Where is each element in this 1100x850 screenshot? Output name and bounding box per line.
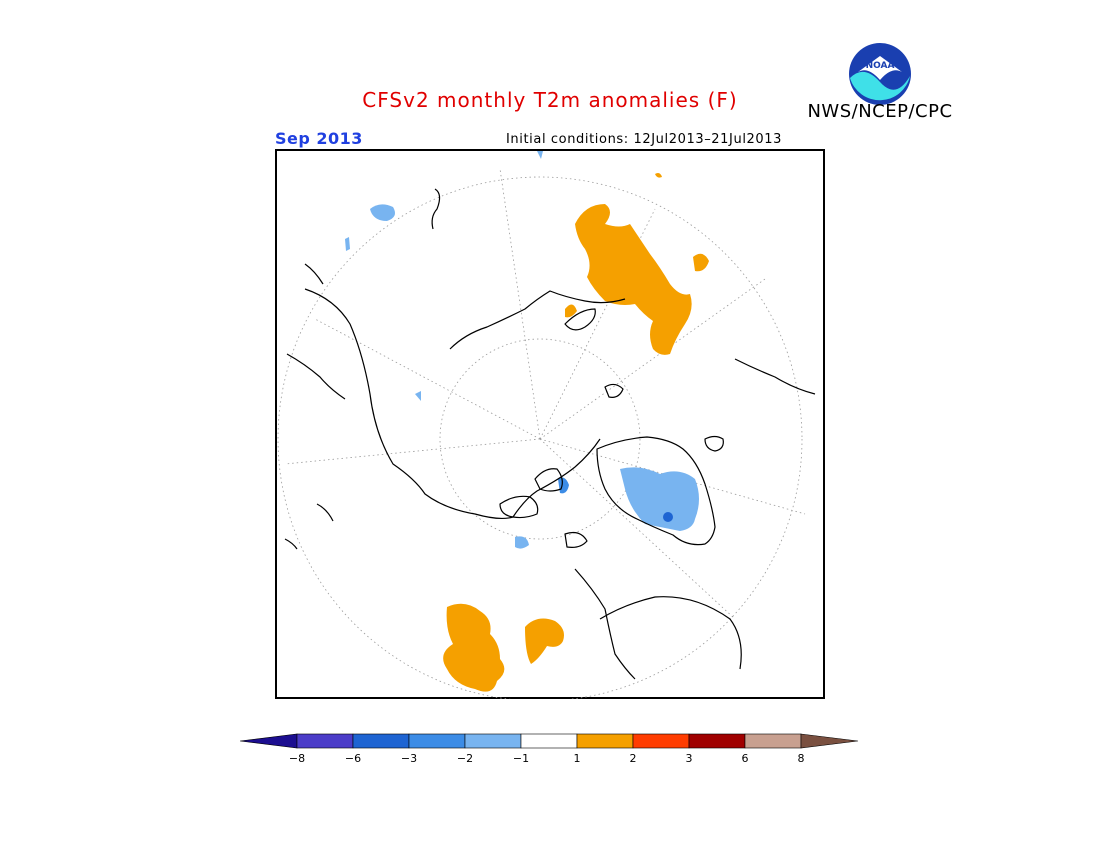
initial-conditions: Initial conditions: 12Jul2013–21Jul2013 xyxy=(506,132,783,147)
polar-map xyxy=(275,149,825,699)
cool-anomaly-regions xyxy=(345,151,699,549)
legend-swatch xyxy=(744,733,802,749)
legend-arrow-low xyxy=(240,733,298,749)
legend-label: −6 xyxy=(345,752,361,765)
coastlines xyxy=(284,188,816,680)
legend-label: 8 xyxy=(798,752,805,765)
warm-anomaly-regions xyxy=(443,173,709,692)
agency-label: NWS/NCEP/CPC xyxy=(807,101,953,122)
legend-label: −3 xyxy=(401,752,417,765)
map-frame xyxy=(275,149,825,699)
legend-label: 1 xyxy=(574,752,581,765)
map-title: CFSv2 monthly T2m anomalies (F) xyxy=(362,88,738,112)
forecast-month: Sep 2013 xyxy=(275,129,363,148)
legend-swatch xyxy=(296,733,354,749)
legend-label: 6 xyxy=(742,752,749,765)
noaa-logo: NOAA xyxy=(848,42,912,106)
legend-label: 3 xyxy=(686,752,693,765)
graticule xyxy=(277,168,806,699)
svg-text:NOAA: NOAA xyxy=(866,61,895,71)
legend-label: −8 xyxy=(289,752,305,765)
legend-label: 2 xyxy=(630,752,637,765)
legend-swatch xyxy=(352,733,410,749)
legend-swatch xyxy=(408,733,466,749)
color-legend: −8 −6 −3 −2 −1 1 2 3 6 8 xyxy=(240,733,859,765)
legend-label: −2 xyxy=(457,752,473,765)
legend-arrow-high xyxy=(800,733,859,749)
legend-swatch xyxy=(576,733,634,749)
legend-swatch xyxy=(632,733,690,749)
legend-label: −1 xyxy=(513,752,529,765)
legend-swatch xyxy=(688,733,746,749)
legend-swatch xyxy=(520,733,578,749)
legend-swatch xyxy=(464,733,522,749)
